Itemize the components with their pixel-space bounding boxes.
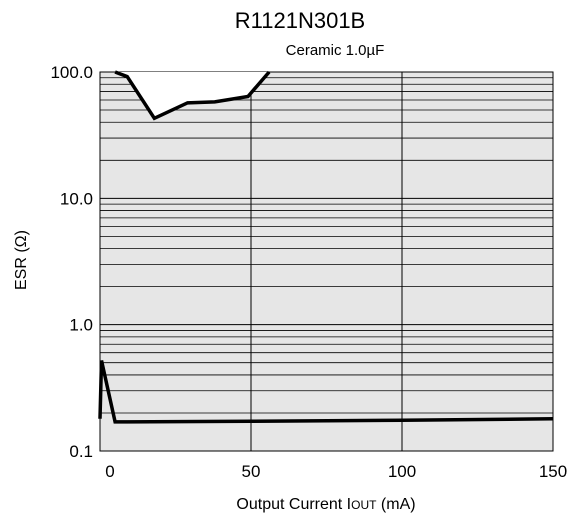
- x-axis-label-prefix: Output Current I: [236, 496, 351, 513]
- x-tick-label: 150: [539, 462, 567, 481]
- plot-area: [98, 70, 554, 452]
- unstable-region-fill: [115, 72, 270, 119]
- x-axis-label-suffix: (mA): [376, 496, 415, 513]
- x-tick-label: 100: [388, 462, 416, 481]
- y-tick-label: 0.1: [69, 442, 93, 461]
- upper-boundary-line: [114, 70, 271, 121]
- x-tick-label: 0: [105, 462, 114, 481]
- x-tick-label: 50: [242, 462, 261, 481]
- plot-frame: [99, 71, 554, 452]
- x-tick-labels: 0 50 100 150: [105, 462, 567, 481]
- series-lines: [98, 70, 554, 424]
- y-axis-label: ESR (Ω): [13, 230, 30, 290]
- y-tick-label: 1.0: [69, 316, 93, 335]
- chart-title: R1121N301B: [235, 8, 365, 33]
- x-axis-label-subscript: OUT: [351, 498, 377, 512]
- horizontal-grid: [100, 77, 553, 414]
- lower-boundary-line: [98, 360, 554, 424]
- y-tick-label: 10.0: [60, 189, 93, 208]
- chart-subtitle: Ceramic 1.0µF: [286, 42, 385, 59]
- y-tick-label: 100.0: [50, 63, 93, 82]
- x-axis-label: Output Current IOUT (mA): [236, 496, 415, 513]
- vertical-grid: [250, 72, 403, 451]
- stable-region: [100, 72, 553, 451]
- y-tick-labels: 100.0 10.0 1.0 0.1: [50, 63, 93, 461]
